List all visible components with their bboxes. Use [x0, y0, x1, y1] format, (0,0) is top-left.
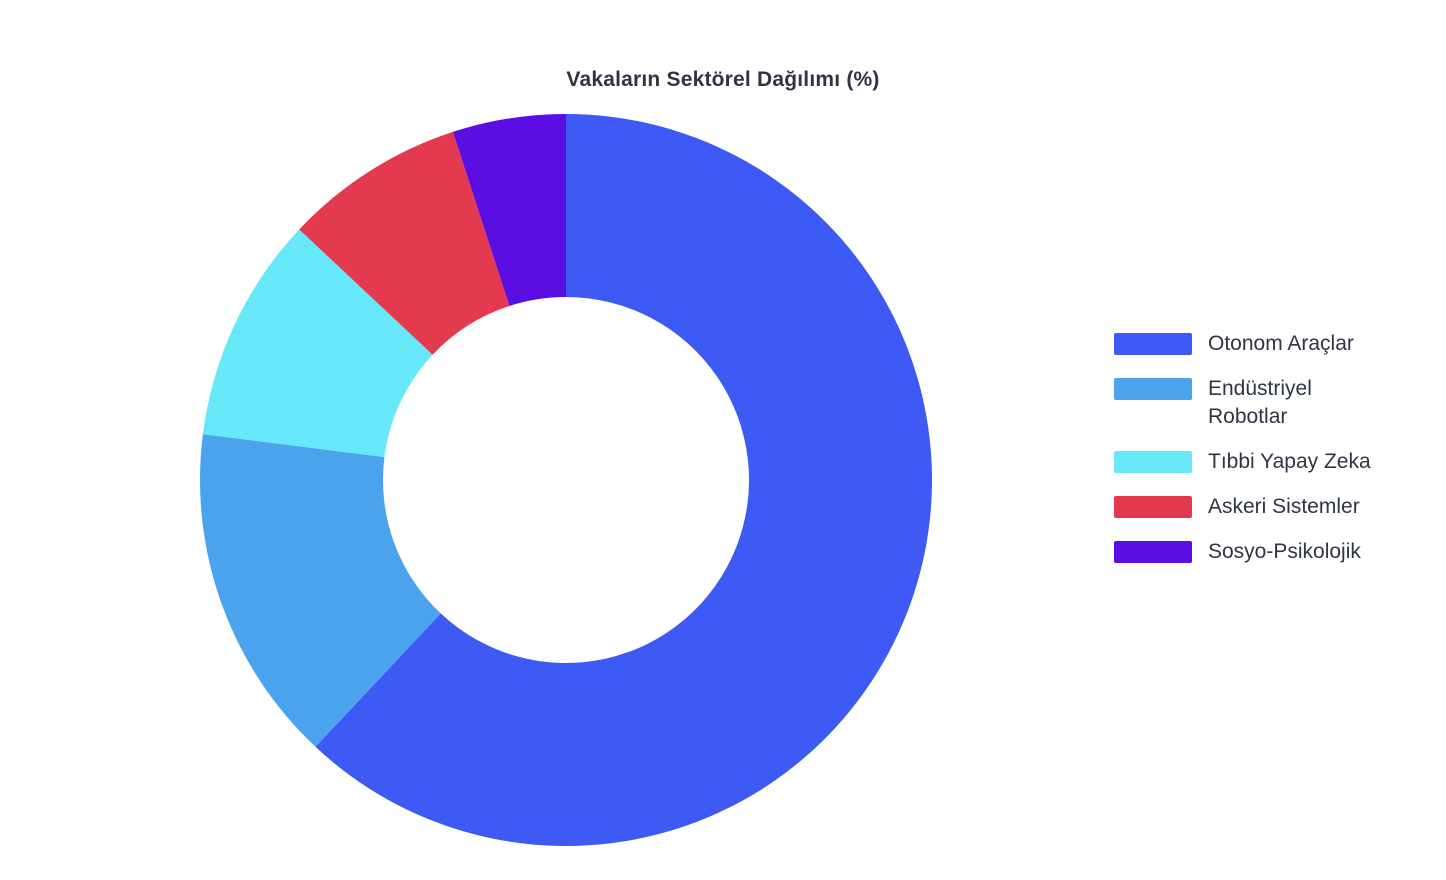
legend-item-endustriyel-robotlar[interactable]: Endüstriyel Robotlar	[1114, 375, 1371, 431]
legend-swatch-askeri-sistemler[interactable]	[1114, 496, 1192, 518]
donut-chart-area	[200, 114, 933, 846]
legend-item-askeri-sistemler[interactable]: Askeri Sistemler	[1114, 493, 1371, 521]
pie-slice-2-t-bbi-yapay-zeka[interactable]	[202, 229, 433, 458]
legend-label: Endüstriyel Robotlar	[1208, 377, 1312, 428]
pie-slice-4-sosyo-psikolojik[interactable]	[452, 114, 566, 306]
legend-swatch-sosyo-psikolojik[interactable]	[1114, 541, 1192, 563]
legend-item-otonom-araclar[interactable]: Otonom Araçlar	[1114, 330, 1371, 358]
legend-label: Askeri Sistemler	[1208, 495, 1360, 518]
donut-chart[interactable]	[200, 114, 933, 846]
legend-item-tibbi-yapay-zeka[interactable]: Tıbbi Yapay Zeka	[1114, 448, 1371, 476]
pie-slice-1-end-striyel-robotlar[interactable]	[200, 434, 441, 747]
pie-slice-0-otonom-ara-lar[interactable]	[315, 114, 933, 846]
legend-swatch-tibbi-yapay-zeka[interactable]	[1114, 451, 1192, 473]
legend-label: Otonom Araçlar	[1208, 332, 1354, 355]
legend-swatch-otonom-araclar[interactable]	[1114, 333, 1192, 355]
chart-title: Vakaların Sektörel Dağılımı (%)	[566, 68, 880, 91]
pie-slice-3-askeri-sistemler[interactable]	[299, 131, 510, 355]
legend: Otonom Araçlar Endüstriyel Robotlar Tıbb…	[1114, 330, 1371, 566]
legend-item-sosyo-psikolojik[interactable]: Sosyo-Psikolojik	[1114, 538, 1371, 566]
legend-label: Sosyo-Psikolojik	[1208, 540, 1361, 563]
legend-label: Tıbbi Yapay Zeka	[1208, 450, 1371, 473]
legend-swatch-endustriyel-robotlar[interactable]	[1114, 378, 1192, 400]
